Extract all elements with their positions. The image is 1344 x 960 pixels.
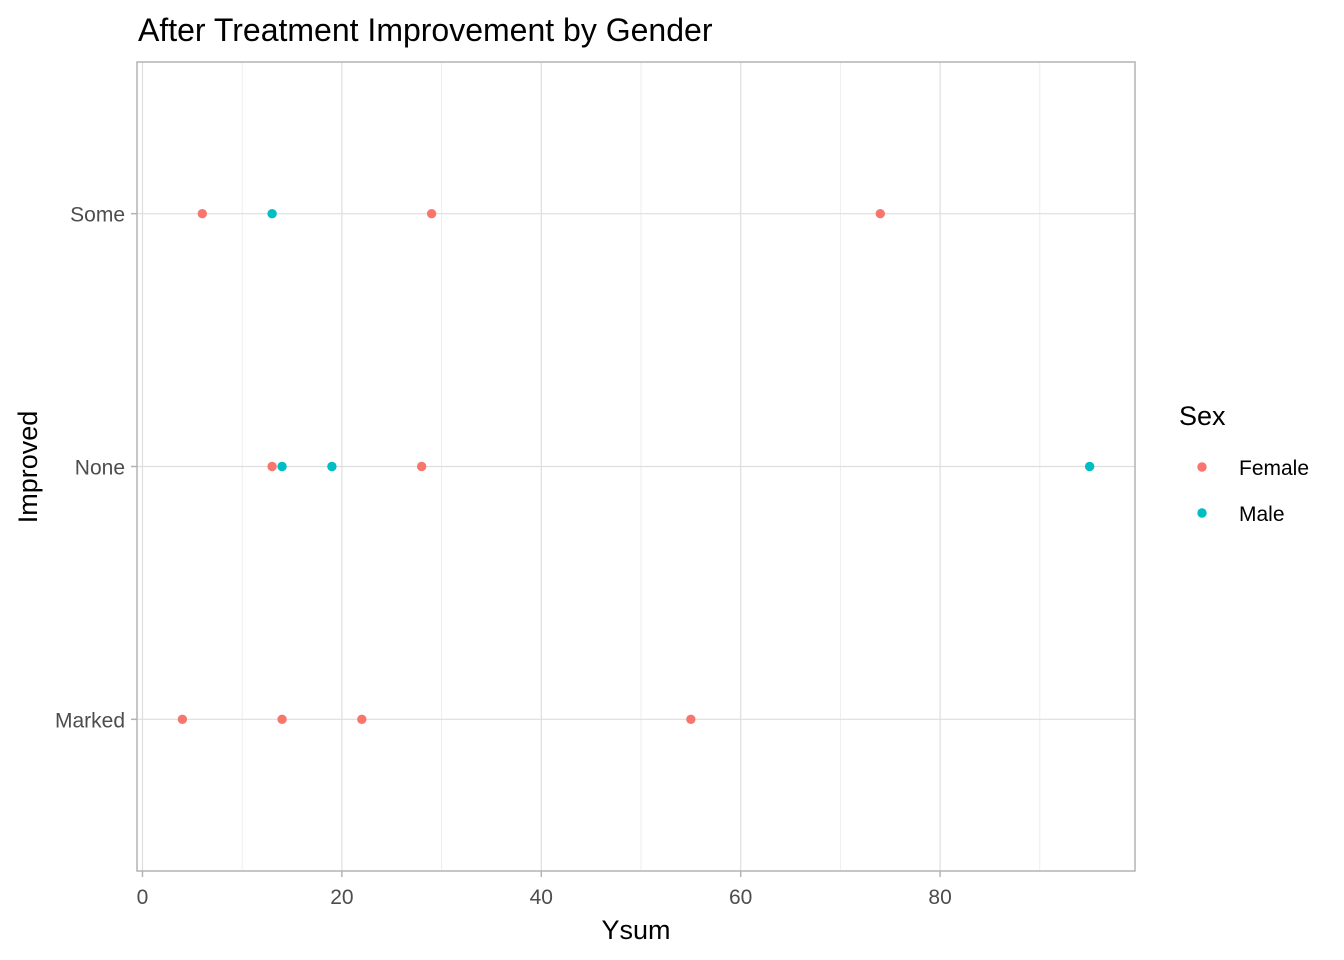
y-tick-label: Marked — [55, 709, 125, 732]
legend-label-male: Male — [1239, 503, 1285, 526]
data-point-male — [277, 461, 287, 472]
x-tick-label: 40 — [530, 886, 553, 909]
data-points — [177, 208, 1095, 725]
data-point-female — [277, 714, 287, 725]
legend-label-female: Female — [1239, 457, 1309, 480]
data-point-male — [1084, 461, 1095, 472]
data-point-female — [267, 461, 277, 472]
data-point-female — [177, 714, 188, 725]
x-axis: 0 20 40 60 80 — [137, 871, 952, 909]
chart-title: After Treatment Improvement by Gender — [138, 12, 713, 48]
x-axis-title: Ysum — [601, 915, 670, 945]
y-tick-label: None — [75, 457, 125, 480]
y-axis: Marked None Some — [55, 204, 137, 732]
data-point-female — [686, 714, 696, 725]
data-point-female — [426, 208, 437, 219]
x-tick-label: 20 — [330, 886, 353, 909]
data-point-female — [875, 208, 885, 219]
x-tick-label: 80 — [928, 886, 951, 909]
data-point-female — [357, 714, 367, 725]
x-tick-label: 0 — [137, 886, 149, 909]
legend-title: Sex — [1179, 401, 1226, 431]
data-point-male — [267, 208, 277, 219]
legend: Sex Female Male — [1179, 401, 1309, 526]
y-axis-title: Improved — [13, 411, 43, 524]
major-grid — [137, 62, 1135, 871]
y-tick-label: Some — [70, 204, 125, 227]
legend-key-male — [1197, 508, 1207, 518]
data-point-female — [416, 461, 427, 472]
data-point-male — [327, 461, 337, 472]
legend-key-female — [1197, 462, 1207, 472]
x-tick-label: 60 — [729, 886, 752, 909]
data-point-female — [197, 208, 208, 219]
